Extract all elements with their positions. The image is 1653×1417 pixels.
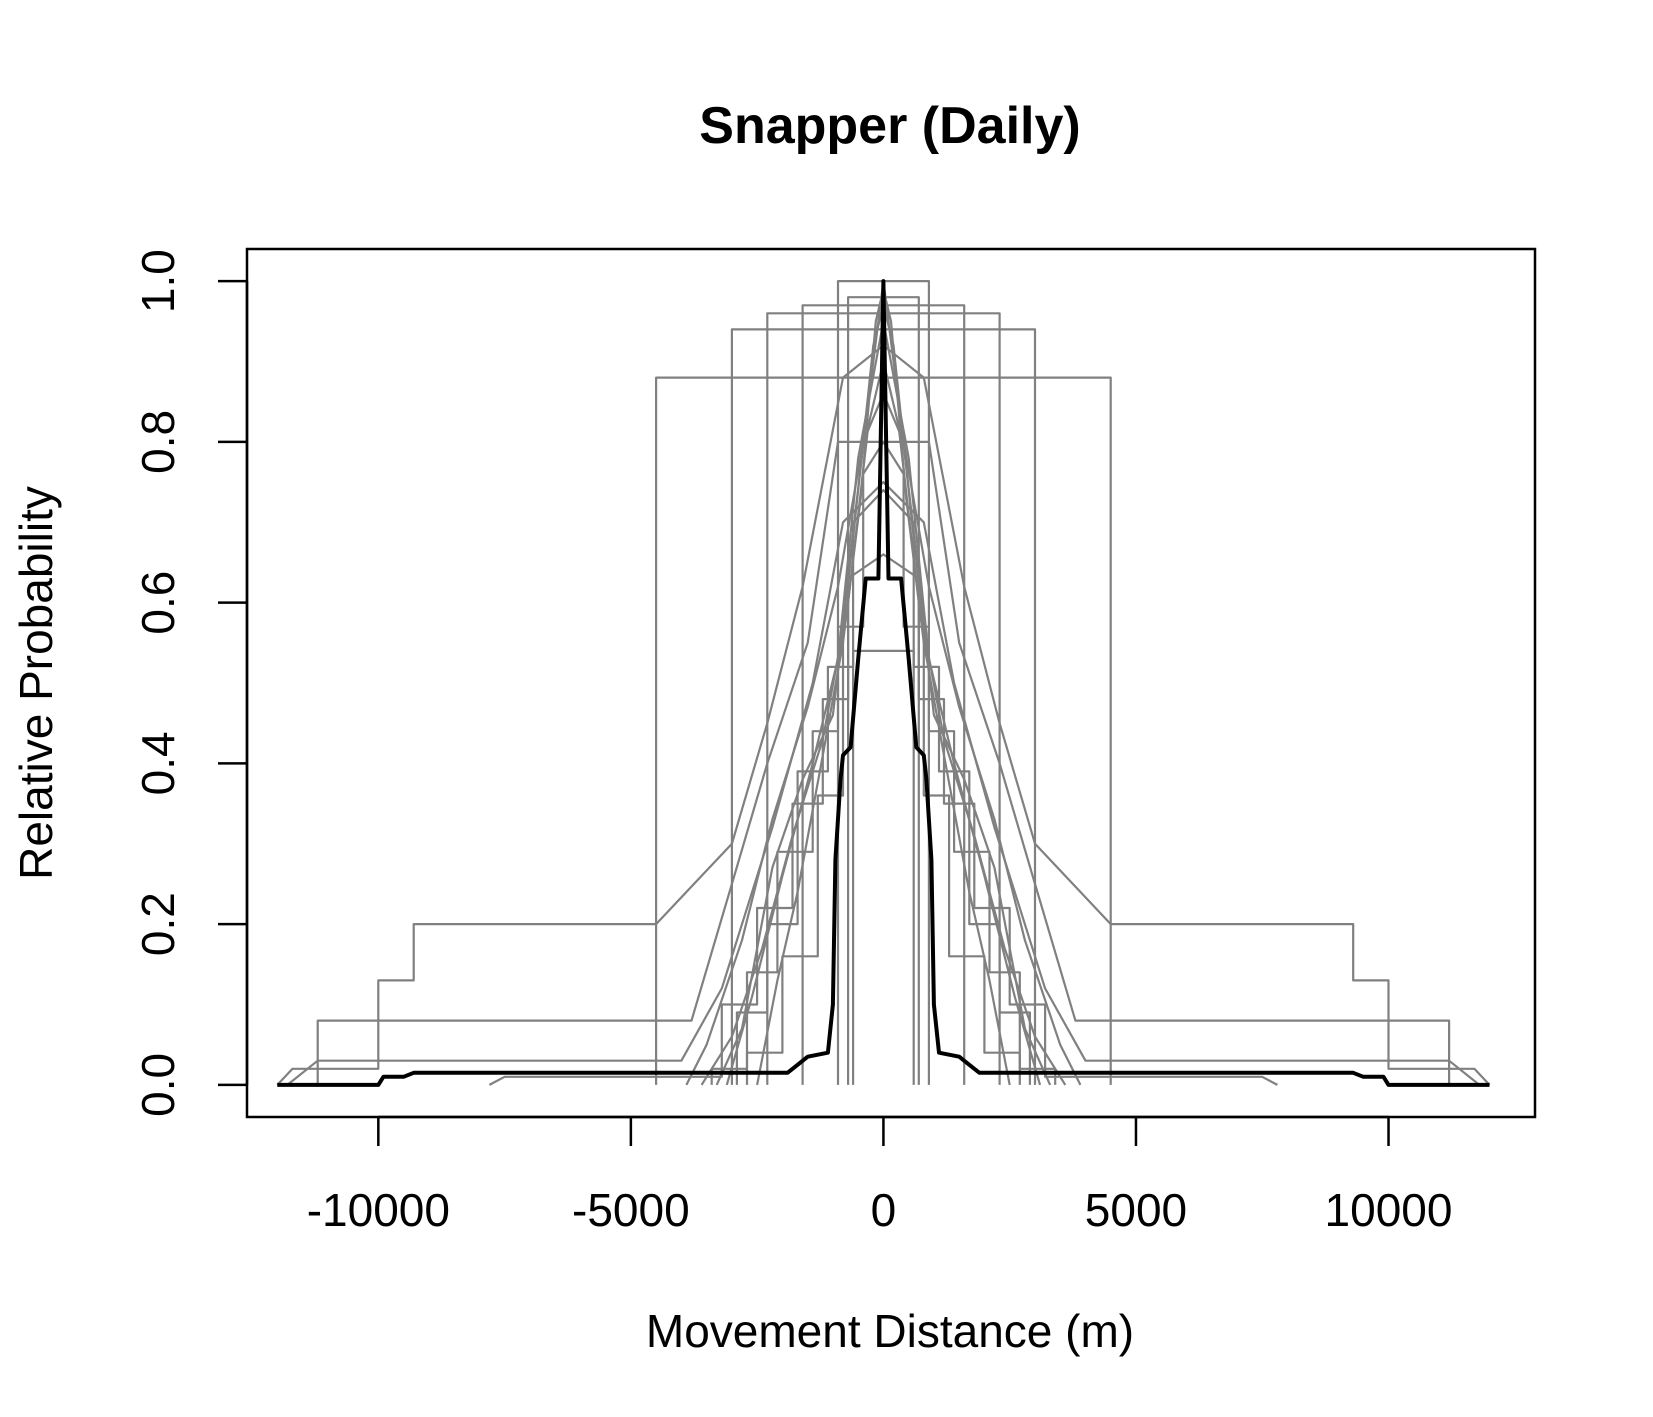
y-tick-label: 0.6 bbox=[132, 571, 184, 635]
individual-series-line-15 bbox=[735, 489, 1032, 1085]
y-tick-label: 0.2 bbox=[132, 892, 184, 956]
individual-series-line-9 bbox=[316, 440, 1451, 1085]
series-layer bbox=[276, 279, 1491, 1087]
individual-series-line-8 bbox=[276, 344, 1491, 1086]
mean-series-line bbox=[277, 279, 1490, 1087]
individual-series-line-12 bbox=[685, 392, 1082, 1086]
chart-title: Snapper (Daily) bbox=[699, 97, 1080, 155]
x-axis: -10000 -5000 0 5000 10000 bbox=[307, 1115, 1453, 1236]
y-tick-label: 1.0 bbox=[132, 249, 184, 313]
individual-series-line-13 bbox=[710, 440, 1057, 1085]
y-tick-label: 0.0 bbox=[132, 1053, 184, 1117]
x-tick-label: 5000 bbox=[1085, 1184, 1187, 1236]
individual-series-line-7 bbox=[851, 649, 915, 1085]
individual-series-line-17 bbox=[745, 280, 1021, 1085]
y-tick-label: 0.4 bbox=[132, 731, 184, 795]
y-tick-label: 0.8 bbox=[132, 410, 184, 474]
plot-frame bbox=[245, 247, 1537, 1119]
individual-series-line-10 bbox=[286, 481, 1481, 1086]
x-tick-label: 10000 bbox=[1325, 1184, 1453, 1236]
individual-series-line-19 bbox=[756, 288, 1011, 1086]
y-axis-label: Relative Probability bbox=[10, 486, 62, 880]
x-tick-label: -10000 bbox=[307, 1184, 450, 1236]
y-axis: 0.0 0.2 0.4 0.6 0.8 1.0 bbox=[132, 249, 249, 1117]
individual-series-line-5 bbox=[836, 280, 931, 1085]
x-tick-label: -5000 bbox=[572, 1184, 690, 1236]
x-tick-label: 0 bbox=[871, 1184, 897, 1236]
individual-series-line-6 bbox=[846, 296, 920, 1085]
individual-series-line-11 bbox=[488, 553, 1278, 1086]
individual-series-line-16 bbox=[725, 320, 1042, 1086]
x-axis-label: Movement Distance (m) bbox=[646, 1305, 1134, 1357]
